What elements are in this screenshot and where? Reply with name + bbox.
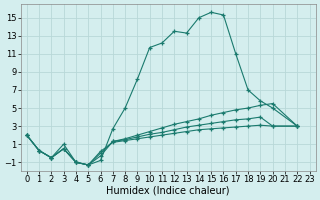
X-axis label: Humidex (Indice chaleur): Humidex (Indice chaleur) bbox=[106, 186, 230, 196]
